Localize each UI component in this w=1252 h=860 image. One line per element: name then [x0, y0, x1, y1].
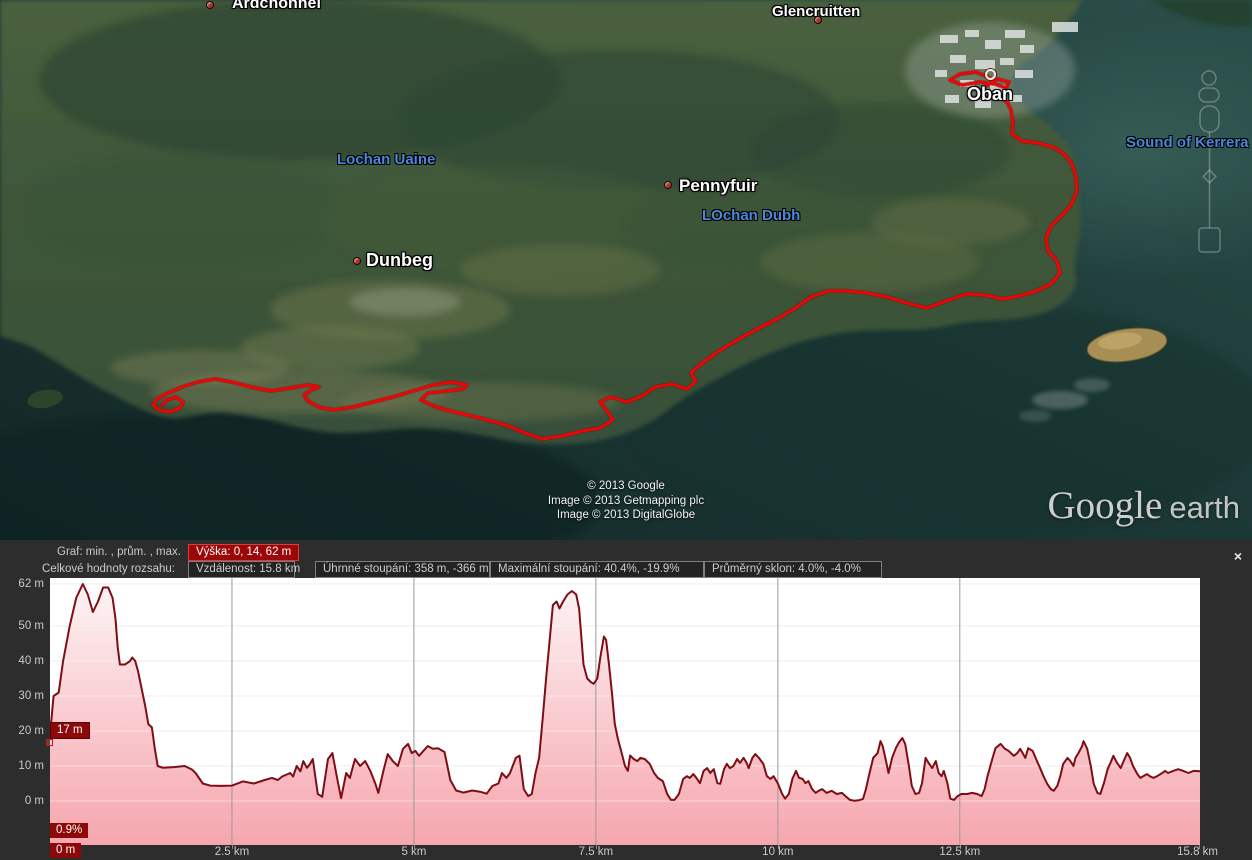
glencruitten-marker-icon: [814, 16, 822, 24]
google-earth-logo: Google earth: [1048, 483, 1240, 528]
cumulative-gain-badge: Úhrnné stoupání: 358 m, -366 m: [315, 561, 490, 578]
water-label-lochan-dubh: LOchan Dubh: [702, 207, 801, 224]
oban-marker-icon: [985, 69, 996, 80]
x-axis: 2.5 km 5 km 7.5 km 10 km 12.5 km 15.8 km: [0, 845, 1252, 860]
logo-google: Google: [1047, 484, 1163, 527]
cursor-distance-badge: 0 m: [50, 843, 82, 858]
place-label-glencruitten: Glencruitten: [772, 3, 861, 20]
elevation-chart-plot[interactable]: [49, 578, 1201, 845]
dunbeg-marker-icon: [353, 257, 361, 265]
water-label-sound-of-kerrera: Sound of Kerrera: [1126, 134, 1249, 151]
x-axis-label: 12.5 km: [939, 846, 981, 858]
x-axis-label: 2.5 km: [214, 846, 250, 858]
elevation-area-fill: [50, 584, 1200, 845]
look-joystick-icon[interactable]: [1201, 70, 1217, 86]
close-profile-button[interactable]: ×: [1233, 548, 1243, 564]
distance-badge: Vzdálenost: 15.8 km: [188, 561, 300, 578]
water-label-lochan-uaine: Lochan Uaine: [337, 151, 436, 168]
y-axis-label: 62 m: [18, 578, 44, 590]
cursor-position-marker[interactable]: [46, 738, 53, 746]
y-axis-label: 40 m: [18, 655, 44, 667]
zoom-slider-handle[interactable]: [1199, 105, 1220, 133]
y-axis-label: 50 m: [18, 620, 44, 632]
y-axis-label: 10 m: [18, 760, 44, 772]
island: [27, 327, 1168, 409]
pegman-body-icon[interactable]: [1198, 87, 1220, 103]
x-axis-tick: [1199, 845, 1200, 849]
x-axis-tick: [413, 845, 415, 849]
cursor-elevation-badge: 17 m: [50, 722, 90, 739]
place-label-dunbeg: Dunbeg: [366, 250, 433, 270]
attribution-line: Image © 2013 DigitalGlobe: [556, 509, 696, 521]
graph-stats-label: Graf: min. , prům. , max.: [57, 546, 181, 558]
attribution-line: © 2013 Google: [587, 480, 665, 492]
elevation-profile-panel: Graf: min. , prům. , max. Výška: 0, 14, …: [0, 540, 1252, 860]
map-attribution: © 2013 Google Image © 2013 Getmapping pl…: [450, 479, 802, 523]
y-axis-label: 20 m: [18, 725, 44, 737]
attribution-line: Image © 2013 Getmapping plc: [547, 494, 705, 507]
range-totals-label: Celkové hodnoty rozsahu:: [42, 563, 175, 575]
zoom-slider-mid[interactable]: [1202, 169, 1217, 184]
place-label-oban: Oban: [967, 84, 1014, 104]
y-axis-label: 30 m: [18, 690, 44, 702]
navigation-control[interactable]: [1198, 70, 1221, 253]
avg-slope-badge: Průměrný sklon: 4.0%, -4.0%: [704, 561, 882, 578]
elevation-stats-badge: Výška: 0, 14, 62 m: [188, 544, 300, 561]
zoom-out-button[interactable]: [1198, 227, 1221, 253]
place-label-pennyfuir: Pennyfuir: [679, 176, 758, 195]
x-axis-label: 5 km: [401, 846, 427, 858]
pennyfuir-marker-icon: [664, 181, 672, 189]
ardchonnel-marker-icon: [206, 1, 214, 9]
elevation-line: [49, 583, 1201, 802]
x-axis-tick: [595, 845, 597, 849]
map-view[interactable]: Ardchonnel Glencruitten Oban Pennyfuir Dunbe…: [0, 0, 1252, 540]
logo-earth: earth: [1169, 490, 1240, 525]
max-slope-badge: Maximální stoupání: 40.4%, -19.9%: [490, 561, 704, 578]
x-axis-tick: [231, 845, 233, 849]
x-axis-tick: [777, 845, 779, 849]
x-axis-label: 15.8 km: [1177, 846, 1218, 858]
vertical-gridlines: [231, 578, 961, 845]
place-label-ardchonnel: Ardchonnel: [232, 0, 321, 12]
x-axis-label: 10 km: [762, 846, 794, 858]
y-axis-label: 0 m: [24, 795, 44, 807]
cursor-slope-badge: 0.9%: [50, 823, 89, 838]
x-axis-label: 7.5 km: [578, 846, 614, 858]
gps-track: [151, 70, 1079, 441]
satellite-imagery: [0, 0, 1252, 540]
x-axis-tick: [959, 845, 961, 849]
